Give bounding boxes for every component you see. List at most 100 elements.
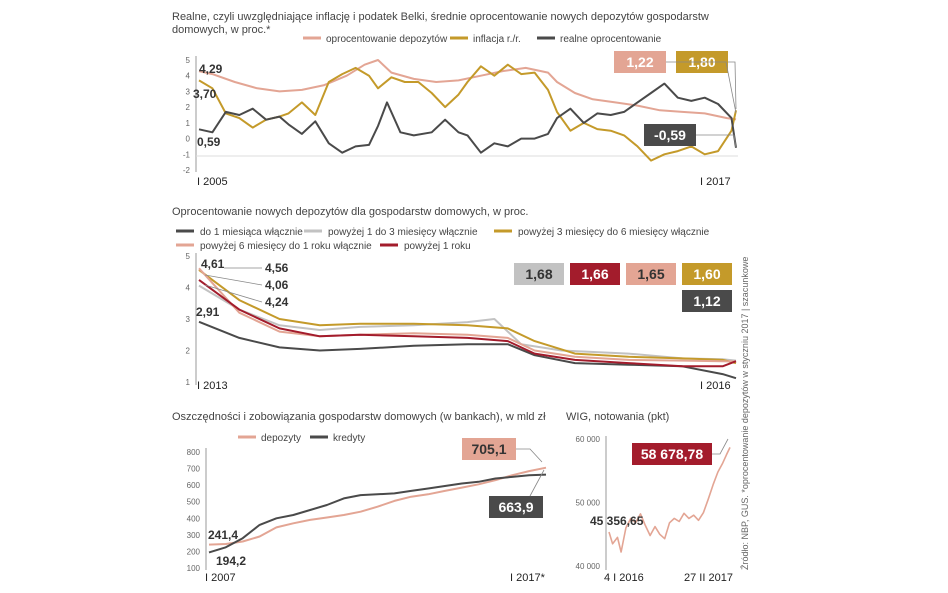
badge-real-end-text: -0,59 — [654, 127, 686, 143]
legend3-label-deposits: depozyty — [261, 433, 301, 444]
badge2-1m3m — [514, 263, 564, 285]
badge-leader-deposit — [666, 61, 737, 114]
y-tick-label: 60 000 — [576, 435, 601, 444]
badge4-wig-end — [632, 443, 712, 465]
y-tick-label: 2 — [186, 103, 191, 112]
panel3-x-start: I 2007 — [205, 572, 236, 584]
legend2-label-3: powyżej 6 miesięcy do 1 roku włącznie — [200, 241, 372, 252]
panel4-title: WIG, notowania (pkt) — [566, 411, 669, 423]
series-line-red — [198, 279, 737, 368]
panel3-title: Oszczędności i zobowiązania gospodarstw … — [172, 411, 546, 423]
series-line-real — [198, 320, 737, 380]
panel-real-rates: Realne, czyli uwzględniające inflację i … — [172, 11, 738, 188]
panel1-y-ticks: -2 -1 0 1 2 3 4 5 — [183, 56, 191, 175]
panel2-x-start: I 2013 — [197, 380, 228, 392]
badge2-1y-text: 1,66 — [581, 266, 608, 282]
series-line-deposit — [608, 447, 731, 553]
badge3-deposits-text: 705,1 — [471, 441, 506, 457]
badge2-3m6m — [682, 263, 732, 285]
panel1-title-line1: Realne, czyli uwzględniające inflację i … — [172, 11, 709, 23]
label-inflation-start: 3,70 — [193, 87, 217, 101]
panel3-x-end: I 2017* — [510, 572, 546, 584]
panel2-x-end: I 2016 — [700, 380, 731, 392]
panel-savings-loans: Oszczędności i zobowiązania gospodarstw … — [172, 411, 547, 584]
label-real-start: 0,59 — [197, 135, 221, 149]
y-tick-label: 100 — [187, 564, 201, 573]
badge-deposit-end-text: 1,22 — [626, 54, 653, 70]
label2-6m1y: 4,61 — [201, 257, 225, 271]
series-line-deposit — [208, 466, 547, 546]
y-tick-label: 3 — [186, 315, 191, 324]
y-tick-label: 200 — [187, 547, 201, 556]
badge4-leader — [712, 438, 729, 455]
legend2-label-1: powyżej 1 do 3 miesięcy włącznie — [328, 227, 478, 238]
label3-deposits-start: 241,4 — [208, 528, 238, 542]
panel1-lines — [198, 59, 737, 162]
badge2-3m6m-text: 1,60 — [693, 266, 720, 282]
series-line-inflation — [198, 269, 737, 365]
panel4-lines — [608, 447, 731, 553]
badge3-deposits — [462, 438, 516, 460]
y-tick-label: 40 000 — [576, 562, 601, 571]
label2-1y: 4,24 — [265, 295, 289, 309]
badge2-6m1y — [626, 263, 676, 285]
series-line-inflation — [198, 63, 737, 162]
y-tick-label: 1 — [186, 119, 191, 128]
y-tick-label: 3 — [186, 87, 191, 96]
label2-3m6m: 4,56 — [265, 261, 289, 275]
badge2-6m1y-text: 1,65 — [637, 266, 664, 282]
source-note: Źródło: NBP, GUS. *oprocentowanie depozy… — [740, 257, 750, 570]
legend-label-real: realne oprocentowanie — [560, 34, 662, 45]
series-line-real — [208, 473, 547, 554]
label3-loans-start: 194,2 — [216, 554, 246, 568]
y-tick-label: 500 — [187, 498, 201, 507]
y-tick-label: 2 — [186, 347, 191, 356]
panel2-lines — [198, 267, 737, 380]
label2-1m3m: 4,06 — [265, 278, 289, 292]
panel1-title-line2: domowych, w proc.* — [172, 24, 271, 36]
panel4-x-end: 27 II 2017 — [684, 572, 733, 584]
panel-deposit-rates: Oprocentowanie nowych depozytów dla gosp… — [172, 206, 737, 392]
badge-leader-inflation — [728, 61, 737, 110]
panel1-legend: oprocentowanie depozytów inflacja r./r. … — [303, 34, 662, 45]
y-tick-label: 300 — [187, 531, 201, 540]
y-tick-label: 1 — [186, 378, 191, 387]
y-tick-label: 700 — [187, 465, 201, 474]
panel2-y-ticks: 1 2 3 4 5 — [186, 252, 191, 387]
badge2-1m3m-text: 1,68 — [525, 266, 552, 282]
legend2-label-0: do 1 miesiąca włącznie — [200, 227, 303, 238]
legend-label-deposit: oprocentowanie depozytów — [326, 34, 448, 45]
badge-deposit-end — [614, 51, 666, 73]
label2-1m: 2,91 — [196, 305, 220, 319]
badge4-wig-end-text: 58 678,78 — [641, 446, 703, 462]
y-tick-label: 600 — [187, 481, 201, 490]
legend2-label-2: powyżej 3 miesięcy do 6 miesięcy włączni… — [518, 227, 710, 238]
label2-leader-c — [204, 284, 263, 303]
label2-leader-b — [204, 274, 263, 286]
badge3-leader-deposits — [516, 448, 543, 463]
panel4-y-ticks: 40 000 50 000 60 000 — [576, 435, 601, 571]
legend-label-inflation: inflacja r./r. — [473, 34, 521, 45]
badge3-leader-loans — [529, 469, 545, 497]
legend2-label-4: powyżej 1 roku — [404, 241, 471, 252]
legend3-label-loans: kredyty — [333, 433, 365, 444]
panel2-title: Oprocentowanie nowych depozytów dla gosp… — [172, 206, 528, 218]
y-tick-label: -2 — [183, 166, 191, 175]
y-tick-label: 50 000 — [576, 499, 601, 508]
panel4-x-start: 4 I 2016 — [604, 572, 644, 584]
y-tick-label: 4 — [186, 72, 191, 81]
badge3-loans-text: 663,9 — [498, 499, 533, 515]
series-line-real — [198, 82, 737, 154]
badge3-loans — [489, 496, 543, 518]
panel3-lines — [208, 466, 547, 554]
badge-leader-real — [696, 134, 737, 149]
panel1-x-start: I 2005 — [197, 176, 228, 188]
y-tick-label: 0 — [186, 135, 191, 144]
badge2-1m — [682, 290, 732, 312]
y-tick-label: 5 — [186, 252, 191, 261]
y-tick-label: 800 — [187, 448, 201, 457]
y-tick-label: 5 — [186, 56, 191, 65]
label4-wig-start: 45 356,65 — [590, 514, 644, 528]
